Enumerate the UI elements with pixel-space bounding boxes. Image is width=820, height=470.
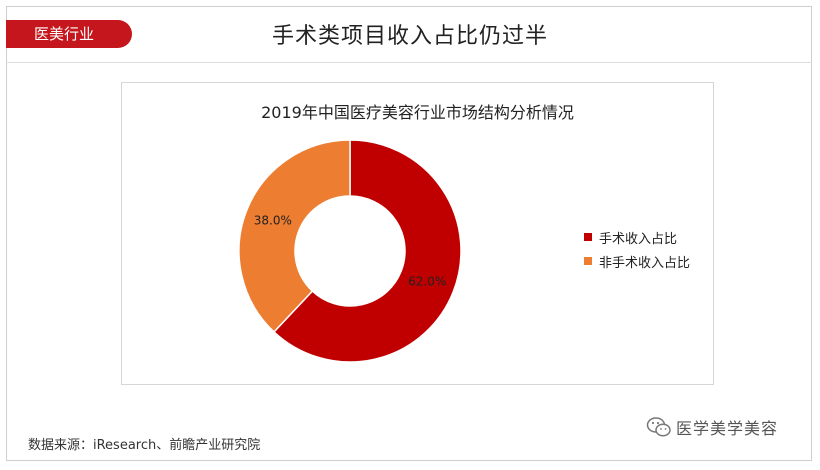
chart-title: 2019年中国医疗美容行业市场结构分析情况 xyxy=(261,103,574,122)
legend-swatch xyxy=(584,233,592,241)
legend-item-surgical: 手术收入占比 xyxy=(584,225,690,249)
data-label-1: 38.0% xyxy=(254,213,292,227)
donut-chart: 62.0% 38.0% xyxy=(238,139,462,363)
chart-legend: 手术收入占比 非手术收入占比 xyxy=(584,225,690,273)
donut-slice-1 xyxy=(238,139,351,333)
legend-swatch xyxy=(584,257,592,265)
category-tag: 医美行业 xyxy=(6,20,132,48)
data-source: 数据来源：iResearch、前瞻产业研究院 xyxy=(28,438,261,453)
watermark-text: 医学美学美容 xyxy=(676,419,779,438)
legend-label: 非手术收入占比 xyxy=(599,255,691,271)
donut-slice-0 xyxy=(272,139,462,363)
title-divider xyxy=(6,62,812,63)
wechat-icon xyxy=(646,417,671,437)
page-title: 手术类项目收入占比仍过半 xyxy=(271,24,548,49)
legend-item-nonsurgical: 非手术收入占比 xyxy=(584,249,690,273)
legend-label: 手术收入占比 xyxy=(599,231,678,247)
data-label-0: 62.0% xyxy=(408,275,446,289)
chart-panel: 2019年中国医疗美容行业市场结构分析情况 62.0% 38.0% 手术收入占比 … xyxy=(121,82,714,385)
watermark: 医学美学美容 xyxy=(646,415,778,439)
